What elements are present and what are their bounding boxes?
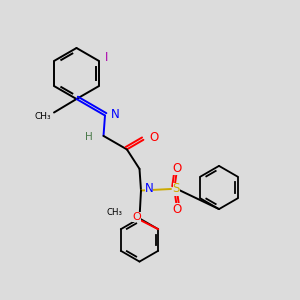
Text: O: O: [149, 131, 159, 144]
Text: I: I: [104, 51, 108, 64]
Text: H: H: [85, 132, 93, 142]
Text: S: S: [172, 182, 180, 196]
Text: O: O: [172, 203, 182, 216]
Text: N: N: [145, 182, 153, 196]
Text: O: O: [132, 212, 141, 222]
Text: O: O: [172, 162, 182, 175]
Text: N: N: [110, 108, 119, 122]
Text: CH₃: CH₃: [35, 112, 52, 121]
Text: CH₃: CH₃: [107, 208, 123, 217]
